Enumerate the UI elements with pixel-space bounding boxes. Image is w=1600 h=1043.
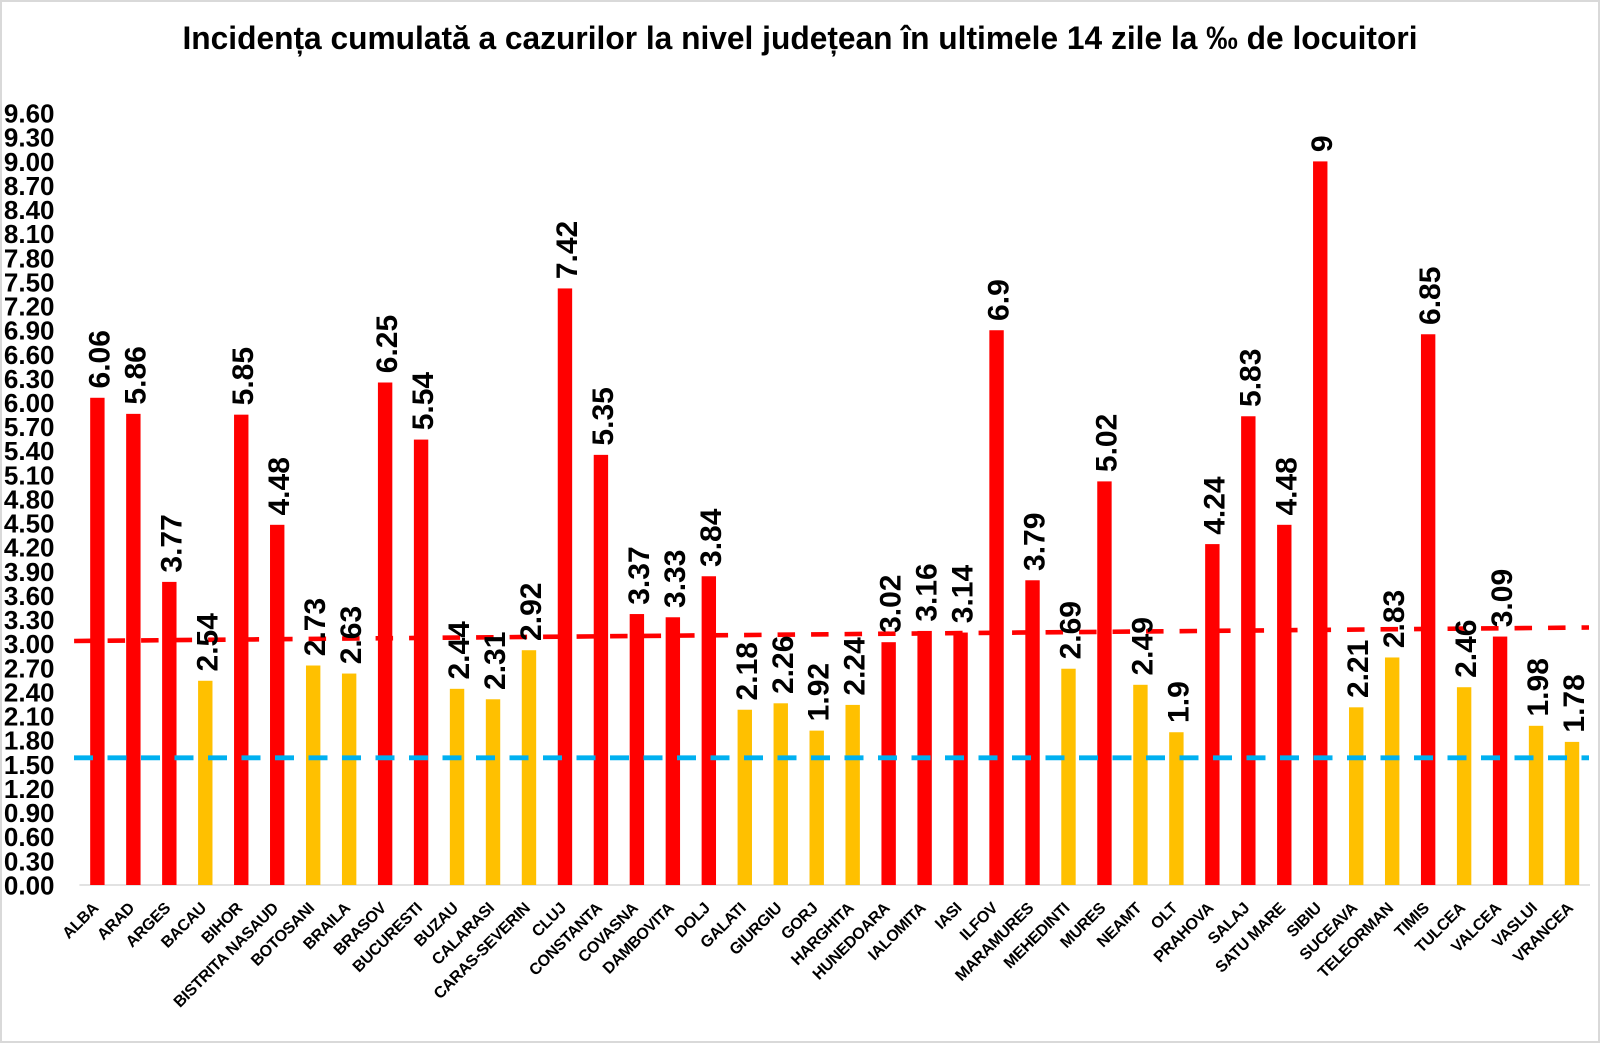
svg-text:5.54: 5.54 (407, 372, 440, 431)
svg-text:5.10: 5.10 (4, 460, 55, 490)
svg-text:8.40: 8.40 (4, 195, 55, 225)
svg-text:4.48: 4.48 (1270, 457, 1303, 515)
svg-text:1.50: 1.50 (4, 750, 55, 780)
svg-text:5.35: 5.35 (587, 387, 620, 445)
svg-text:6.9: 6.9 (983, 279, 1016, 321)
svg-text:2.49: 2.49 (1126, 617, 1159, 675)
svg-text:5.02: 5.02 (1090, 414, 1123, 472)
svg-text:2.83: 2.83 (1378, 590, 1411, 648)
svg-text:7.20: 7.20 (4, 292, 55, 322)
svg-text:6.00: 6.00 (4, 388, 55, 418)
svg-text:3.02: 3.02 (875, 574, 908, 632)
svg-text:9.00: 9.00 (4, 147, 55, 177)
svg-text:3.60: 3.60 (4, 581, 55, 611)
svg-text:1.20: 1.20 (4, 774, 55, 804)
svg-text:2.24: 2.24 (839, 637, 872, 696)
svg-text:0.00: 0.00 (4, 870, 55, 900)
svg-text:7.42: 7.42 (551, 221, 584, 279)
svg-text:2.63: 2.63 (335, 606, 368, 664)
svg-text:4.48: 4.48 (263, 457, 296, 515)
svg-text:4.20: 4.20 (4, 533, 55, 563)
svg-text:6.06: 6.06 (83, 330, 116, 388)
svg-text:5.70: 5.70 (4, 412, 55, 442)
svg-text:6.85: 6.85 (1414, 267, 1447, 325)
svg-text:2.46: 2.46 (1450, 620, 1483, 678)
svg-text:2.26: 2.26 (767, 636, 800, 694)
svg-text:6.60: 6.60 (4, 340, 55, 370)
svg-text:3.09: 3.09 (1486, 569, 1519, 627)
svg-text:5.85: 5.85 (227, 347, 260, 405)
svg-text:1.98: 1.98 (1522, 658, 1555, 716)
svg-text:2.21: 2.21 (1342, 640, 1375, 698)
svg-text:2.40: 2.40 (4, 677, 55, 707)
svg-text:3.90: 3.90 (4, 557, 55, 587)
svg-text:3.37: 3.37 (623, 546, 656, 604)
svg-text:4.50: 4.50 (4, 509, 55, 539)
svg-text:5.40: 5.40 (4, 436, 55, 466)
svg-text:4.80: 4.80 (4, 485, 55, 515)
svg-text:0.30: 0.30 (4, 846, 55, 876)
svg-text:2.54: 2.54 (191, 613, 224, 672)
svg-text:2.10: 2.10 (4, 702, 55, 732)
svg-text:3.16: 3.16 (911, 563, 944, 621)
svg-text:3.84: 3.84 (695, 508, 728, 567)
svg-text:6.90: 6.90 (4, 316, 55, 346)
svg-text:2.69: 2.69 (1054, 601, 1087, 659)
svg-text:3.77: 3.77 (155, 514, 188, 572)
svg-text:9.30: 9.30 (4, 123, 55, 153)
svg-text:0.60: 0.60 (4, 822, 55, 852)
svg-text:3.30: 3.30 (4, 605, 55, 635)
svg-text:3.33: 3.33 (659, 550, 692, 608)
svg-text:2.18: 2.18 (731, 642, 764, 700)
svg-text:5.83: 5.83 (1234, 349, 1267, 407)
svg-text:2.31: 2.31 (479, 632, 512, 690)
svg-text:Incidența cumulată a cazurilor: Incidența cumulată a cazurilor la nivel … (183, 20, 1418, 56)
svg-text:8.70: 8.70 (4, 171, 55, 201)
svg-text:6.25: 6.25 (371, 315, 404, 373)
svg-text:1.9: 1.9 (1162, 681, 1195, 723)
svg-text:0.90: 0.90 (4, 798, 55, 828)
svg-text:6.30: 6.30 (4, 364, 55, 394)
svg-text:4.24: 4.24 (1198, 476, 1231, 535)
svg-text:1.78: 1.78 (1558, 674, 1591, 732)
svg-text:9.60: 9.60 (4, 99, 55, 129)
svg-text:3.00: 3.00 (4, 629, 55, 659)
svg-text:2.70: 2.70 (4, 653, 55, 683)
svg-text:2.92: 2.92 (515, 583, 548, 641)
svg-text:7.80: 7.80 (4, 243, 55, 273)
svg-text:8.10: 8.10 (4, 219, 55, 249)
svg-text:2.73: 2.73 (299, 598, 332, 656)
svg-text:1.80: 1.80 (4, 726, 55, 756)
svg-text:1.92: 1.92 (803, 663, 836, 721)
svg-text:9: 9 (1306, 135, 1339, 152)
svg-text:2.44: 2.44 (443, 621, 476, 680)
svg-text:3.14: 3.14 (947, 565, 980, 624)
svg-text:3.79: 3.79 (1019, 513, 1052, 571)
svg-text:7.50: 7.50 (4, 267, 55, 297)
svg-text:5.86: 5.86 (119, 346, 152, 404)
